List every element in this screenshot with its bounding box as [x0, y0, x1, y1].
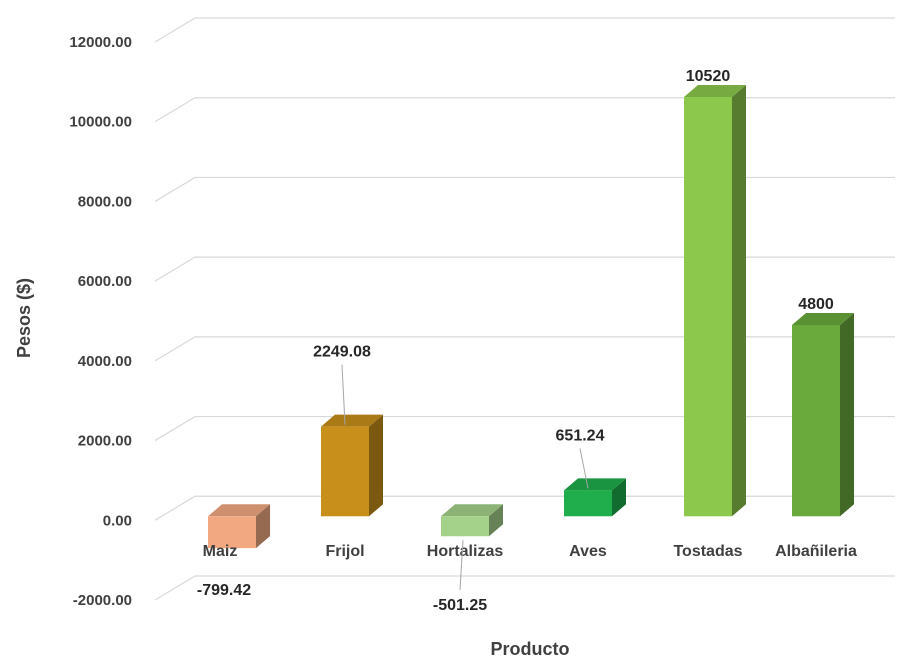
y-tick-label: 10000.00: [69, 114, 132, 131]
bar-side: [840, 312, 854, 517]
bar-front: [564, 490, 612, 517]
bar-side: [732, 84, 746, 517]
bar-top: [684, 84, 746, 97]
bar-side: [256, 504, 270, 549]
y-tick-label: 12000.00: [69, 34, 132, 51]
gridlines: [154, 17, 895, 601]
gridline: [154, 176, 895, 202]
bar-side: [489, 504, 503, 537]
data-label: -501.25: [433, 597, 487, 614]
gridline: [154, 415, 895, 442]
category-label: Frijol: [325, 543, 364, 560]
category-label: Aves: [569, 543, 607, 560]
category-label: Albañileria: [775, 543, 857, 560]
y-axis-label: Pesos ($): [14, 278, 34, 358]
leader-line: [459, 540, 464, 591]
bar-top: [441, 504, 503, 517]
bar-aves: [564, 478, 626, 517]
bar-hortalizas: [441, 504, 503, 537]
bar-top: [208, 504, 270, 517]
bar-tostadas: [684, 84, 746, 517]
data-label: 4800: [798, 296, 834, 313]
bar-maiz: [208, 504, 270, 549]
data-label: 2249.08: [313, 344, 371, 361]
data-label: 651.24: [556, 427, 605, 444]
gridline: [154, 336, 895, 362]
category-labels: Maiz Frijol Hortalizas Aves Tostadas Albañile…: [203, 543, 857, 560]
bar-top: [792, 312, 854, 325]
bar-front: [321, 426, 369, 517]
data-labels: -799.42 2249.08 -501.25 651.24 10520 4800: [197, 68, 834, 614]
y-tick-label: 2000.00: [78, 433, 132, 450]
bar-front: [441, 516, 489, 537]
gridline: [154, 575, 895, 601]
leader-line: [579, 448, 589, 489]
category-label: Hortalizas: [427, 543, 504, 560]
bar-front: [792, 324, 840, 517]
bar-albañileria: [792, 312, 854, 517]
y-tick-label: 8000.00: [78, 193, 132, 210]
y-tick-label: -2000.00: [73, 592, 132, 609]
gridline: [154, 256, 895, 282]
bar-frijol: [321, 414, 383, 517]
data-label: -799.42: [197, 582, 251, 599]
y-tick-label: 6000.00: [78, 273, 132, 290]
y-tick-label: 0.00: [103, 512, 132, 529]
bar-front: [208, 516, 256, 549]
gridline: [154, 17, 895, 43]
y-tick-label: 4000.00: [78, 353, 132, 370]
leader-line: [341, 364, 346, 425]
bar-top: [564, 478, 626, 491]
category-label: Maiz: [203, 543, 238, 560]
y-axis-ticks: -2000.00 0.00 2000.00 4000.00 6000.00 8000.00…: [69, 34, 132, 609]
bar-front: [684, 96, 732, 517]
gridline: [154, 495, 895, 521]
category-label: Tostadas: [673, 543, 742, 560]
gridline: [154, 97, 895, 123]
bar-side: [369, 414, 383, 517]
x-axis-label: Producto: [491, 639, 570, 657]
bar-side: [612, 478, 626, 517]
data-label: 10520: [686, 68, 731, 85]
bar-top: [321, 414, 383, 427]
bars: [208, 84, 854, 549]
